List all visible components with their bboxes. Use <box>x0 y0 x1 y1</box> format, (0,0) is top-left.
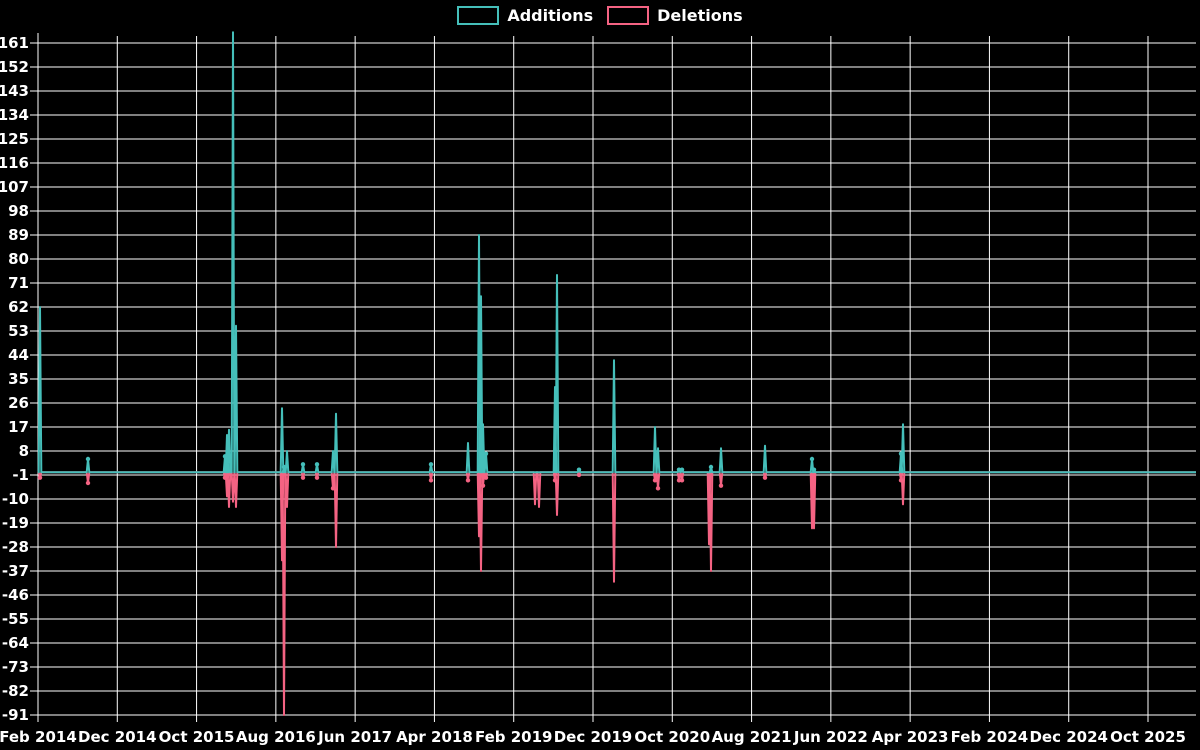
x-axis-label: Apr 2023 <box>872 728 949 746</box>
additions-swatch <box>457 6 500 25</box>
deletions-marker <box>300 475 306 480</box>
x-axis-label: Feb 2019 <box>475 728 553 746</box>
y-axis-label: 125 <box>0 130 29 148</box>
additions-marker <box>85 456 91 462</box>
additions-marker <box>300 462 306 467</box>
y-axis-label: 116 <box>0 154 29 172</box>
additions-marker <box>281 464 287 470</box>
x-axis-label: Dec 2019 <box>554 728 633 746</box>
deletions-marker <box>655 486 661 491</box>
deletions-marker <box>576 472 582 478</box>
y-axis-label: -91 <box>2 706 29 724</box>
y-axis-label: 107 <box>0 178 29 196</box>
additions-marker <box>809 456 815 462</box>
x-axis-label: Feb 2014 <box>0 728 77 746</box>
x-axis-label: Oct 2025 <box>1110 728 1186 746</box>
y-axis-label: 26 <box>8 394 29 412</box>
x-axis-label: Dec 2024 <box>1029 728 1108 746</box>
y-axis-label: 53 <box>8 322 29 340</box>
additions-marker <box>576 467 582 472</box>
y-axis-label: 80 <box>8 250 29 268</box>
additions-marker <box>811 467 817 472</box>
additions-marker <box>314 462 320 467</box>
deletions-marker <box>480 483 486 488</box>
deletions-marker <box>552 478 558 483</box>
x-axis-label: Dec 2014 <box>78 728 157 746</box>
y-axis-label: 35 <box>8 370 29 388</box>
y-axis-label: 98 <box>8 202 29 220</box>
additions-marker <box>708 464 714 470</box>
additions-line <box>37 31 1196 474</box>
x-axis-label: Feb 2024 <box>951 728 1029 746</box>
deletions-marker <box>465 478 471 483</box>
y-axis-label: -1 <box>12 466 29 484</box>
deletions-marker <box>652 478 658 483</box>
y-axis-label: -19 <box>2 514 29 532</box>
y-axis-label: -73 <box>2 658 29 676</box>
y-axis-label: 89 <box>8 226 29 244</box>
y-axis-label: 143 <box>0 82 29 100</box>
y-axis-label: -55 <box>2 610 29 628</box>
deletions-marker <box>483 475 489 480</box>
additions-marker <box>222 454 228 459</box>
additions-marker <box>679 467 685 472</box>
x-axis-label: Oct 2020 <box>634 728 710 746</box>
y-axis-label: 62 <box>8 298 29 316</box>
y-axis-label: 17 <box>8 418 29 436</box>
y-axis-label: 134 <box>0 106 29 124</box>
additions-legend-label: Additions <box>507 6 594 25</box>
x-axis-label: Jun 2017 <box>317 728 392 746</box>
additions-marker <box>428 462 434 467</box>
additions-marker <box>483 451 489 456</box>
deletions-marker <box>762 475 768 480</box>
y-axis-label: -37 <box>2 562 29 580</box>
deletions-marker <box>314 475 320 480</box>
legend-item-additions[interactable]: Additions <box>457 6 593 25</box>
deletions-marker <box>222 475 228 480</box>
deletions-marker <box>37 475 43 480</box>
deletions-marker <box>679 478 685 483</box>
legend-item-deletions[interactable]: Deletions <box>607 6 743 25</box>
x-axis-label: Apr 2018 <box>396 728 473 746</box>
additions-marker <box>898 451 904 456</box>
y-axis-label: -10 <box>2 490 29 508</box>
y-axis-label: 161 <box>0 34 29 52</box>
deletions-marker <box>428 478 434 483</box>
deletions-line <box>37 471 1196 716</box>
y-axis-label: -46 <box>2 586 29 604</box>
y-axis-label: 71 <box>8 274 29 292</box>
x-axis-label: Jun 2022 <box>793 728 868 746</box>
y-axis-label: 44 <box>8 346 29 364</box>
x-axis-label: Aug 2021 <box>712 728 792 746</box>
y-axis-label: -28 <box>2 538 29 556</box>
x-axis-label: Aug 2016 <box>236 728 316 746</box>
x-axis-label: Oct 2015 <box>159 728 235 746</box>
deletions-marker <box>898 478 904 483</box>
deletions-swatch <box>607 6 650 25</box>
deletions-legend-label: Deletions <box>657 6 743 25</box>
deletions-marker <box>85 480 91 486</box>
y-axis-label: -82 <box>2 682 29 700</box>
y-axis-label: 152 <box>0 58 29 76</box>
y-axis-label: -64 <box>2 634 29 652</box>
deletions-marker <box>330 486 336 491</box>
deletions-marker <box>718 483 724 488</box>
y-axis-label: 8 <box>19 442 29 460</box>
chart-legend: Additions Deletions <box>0 6 1200 25</box>
